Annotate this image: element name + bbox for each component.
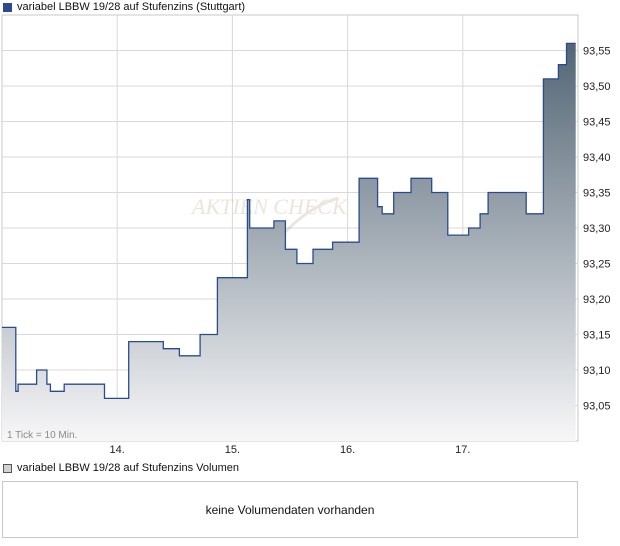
- price-chart: AKTIEN CHECK 93,0593,1093,1593,2093,2593…: [1, 14, 611, 456]
- watermark-text: AKTIEN CHECK: [190, 194, 348, 219]
- y-tick-label: 93,55: [583, 46, 611, 58]
- y-axis-labels: 93,05 93,10 93,15 93,20 93,25 93,30 93,35 93,40…: [583, 46, 611, 413]
- x-tick-label: 15.: [225, 444, 240, 456]
- price-legend: variabel LBBW 19/28 auf Stufenzins (Stut…: [3, 0, 245, 14]
- price-legend-label: variabel LBBW 19/28 auf Stufenzins (Stut…: [17, 1, 246, 13]
- price-area: [2, 42, 576, 442]
- volume-legend-swatch: [3, 463, 12, 473]
- y-tick-label: 93,40: [583, 152, 611, 164]
- y-tick-label: 93,45: [583, 117, 611, 129]
- y-tick-label: 93,15: [583, 330, 611, 342]
- no-volume-message: keine Volumendaten vorhanden: [205, 502, 375, 517]
- x-tick-label: 17.: [455, 444, 470, 456]
- volume-legend: variabel LBBW 19/28 auf Stufenzins Volum…: [3, 461, 239, 475]
- y-tick-label: 93,20: [583, 294, 611, 306]
- y-tick-label: 93,10: [583, 365, 611, 377]
- y-tick-label: 93,05: [583, 401, 611, 413]
- tick-interval-note: 1 Tick = 10 Min.: [7, 430, 77, 441]
- price-line: [2, 42, 576, 400]
- y-tick-label: 93,35: [583, 188, 611, 200]
- volume-legend-label: variabel LBBW 19/28 auf Stufenzins Volum…: [17, 462, 239, 474]
- y-tick-label: 93,30: [583, 223, 611, 235]
- y-tick-label: 93,25: [583, 259, 611, 271]
- x-tick-label: 14.: [110, 444, 125, 456]
- volume-panel: keine Volumendaten vorhanden: [2, 481, 578, 538]
- x-axis-labels: 14. 15. 16. 17.: [110, 444, 471, 456]
- watermark: AKTIEN CHECK: [190, 194, 348, 249]
- price-legend-swatch: [3, 2, 12, 12]
- y-tick-label: 93,50: [583, 81, 611, 93]
- x-tick-label: 16.: [340, 444, 355, 456]
